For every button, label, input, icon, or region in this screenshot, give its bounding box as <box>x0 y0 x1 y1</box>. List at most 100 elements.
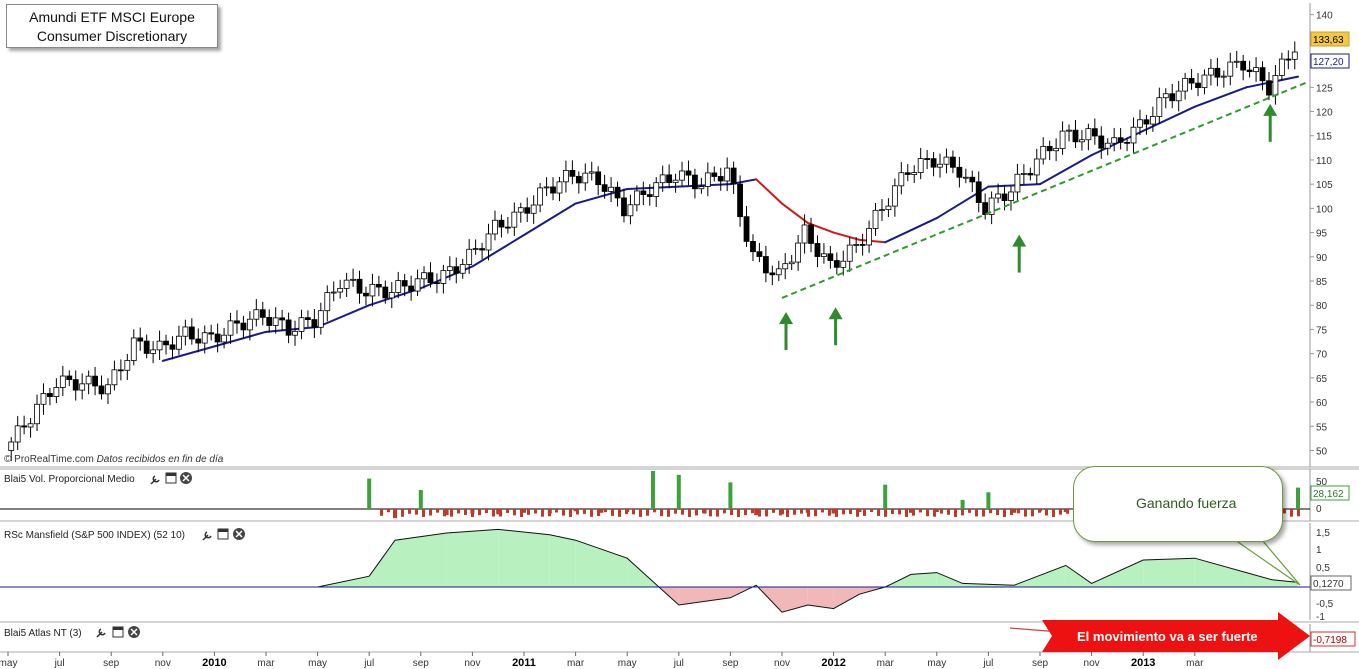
candle-body <box>117 369 124 372</box>
price-tick-label: 60 <box>1316 398 1328 409</box>
candle-body <box>1240 60 1247 71</box>
candle-body <box>930 158 937 168</box>
price-tick-label: 95 <box>1316 229 1328 240</box>
candle-body <box>950 156 956 168</box>
candle-body <box>1266 80 1272 96</box>
candle-body <box>414 278 421 292</box>
candle-body <box>227 320 234 336</box>
candle-body <box>1001 193 1008 201</box>
candle-body <box>814 243 821 257</box>
candle-body <box>408 285 415 292</box>
x-tick-label: mar <box>567 658 585 669</box>
candle-body <box>72 379 79 391</box>
candle-body <box>150 349 157 354</box>
atlas-close-icon[interactable] <box>128 626 140 638</box>
atlas-panel-label: Blai5 Atlas NT (3) <box>4 628 82 639</box>
volume-window-icon[interactable] <box>165 472 177 484</box>
candle-body <box>653 182 660 197</box>
volume-bar <box>961 509 964 516</box>
volume-bar <box>744 509 747 516</box>
candle-body <box>582 172 589 184</box>
mansfield-window-icon[interactable] <box>217 528 229 540</box>
price-tick-label: 75 <box>1316 325 1328 336</box>
mansfield-fill <box>807 587 834 609</box>
candle-body <box>975 181 982 204</box>
moving-average-segment <box>1039 154 1093 186</box>
volume-bar <box>418 490 423 509</box>
moving-average-segment <box>161 345 216 362</box>
volume-bar <box>394 509 397 517</box>
candle-body <box>98 385 105 395</box>
candle-body <box>659 174 666 184</box>
candle-body <box>1214 67 1221 78</box>
volume-bar <box>1052 509 1055 517</box>
candle-body <box>382 286 389 299</box>
volume-bar <box>562 509 565 516</box>
candle-body <box>956 166 963 178</box>
candle-body <box>524 207 531 214</box>
mansfield-wrench-icon[interactable] <box>202 531 212 541</box>
mansfield-close-icon[interactable] <box>233 528 245 540</box>
volume-bar <box>618 509 621 517</box>
support-trendline <box>781 80 1309 299</box>
volume-bar <box>506 509 509 513</box>
candle-body <box>1020 173 1027 175</box>
volume-bar <box>730 509 733 516</box>
candle-body <box>317 310 324 328</box>
volume-value-tag <box>1310 485 1350 501</box>
candle-body <box>182 326 189 337</box>
volume-bar <box>408 509 411 514</box>
volume-bar <box>457 509 460 514</box>
candle-body <box>53 387 60 397</box>
candle-body <box>40 393 47 405</box>
atlas-wrench-icon[interactable] <box>96 628 106 638</box>
candle-body <box>214 333 221 343</box>
candle-body <box>859 244 866 246</box>
price-tick-label: 115 <box>1316 132 1332 143</box>
candle-body <box>176 335 182 350</box>
volume-bar <box>857 509 862 513</box>
candle-body <box>434 282 440 284</box>
candle-body <box>292 330 298 336</box>
volume-bar <box>1012 509 1017 513</box>
red-arrow-banner <box>1042 612 1310 660</box>
x-tick-label: nov <box>774 658 790 669</box>
candle-body <box>1259 67 1266 82</box>
volume-bar <box>709 509 712 517</box>
candle-body <box>324 292 331 312</box>
mansfield-panel-header[interactable]: RSc Mansfield (S&P 500 INDEX) (52 10) <box>4 530 185 541</box>
volume-bar <box>485 509 488 514</box>
chart-title-box: Amundi ETF MSCI Europe Consumer Discreti… <box>6 4 218 48</box>
price-tick-label: 70 <box>1316 350 1328 361</box>
mansfield-fill <box>1246 572 1273 587</box>
data-credit: © ProRealTime.com Datos recibidos en fin… <box>4 454 223 465</box>
volume-bar <box>604 509 607 513</box>
candle-body <box>485 233 492 251</box>
volume-wrench-icon[interactable] <box>150 475 160 485</box>
moving-average-segment <box>806 221 835 234</box>
candle-body <box>369 283 376 297</box>
candle-body <box>801 224 808 244</box>
atlas-window-icon[interactable] <box>112 626 124 638</box>
candle-body <box>517 207 524 213</box>
volume-panel-header[interactable]: Blai5 Vol. Proporcional Medio <box>4 474 135 485</box>
candle-body <box>595 171 602 186</box>
moving-average-segment <box>1193 86 1248 108</box>
volume-bar <box>639 509 642 517</box>
volume-bar <box>919 509 922 513</box>
mansfield-line <box>317 528 1299 613</box>
volume-close-icon[interactable] <box>180 472 192 484</box>
mansfield-value-label: 0,1270 <box>1313 579 1344 590</box>
candle-body <box>401 280 408 287</box>
volume-bar <box>380 509 383 516</box>
candle-body <box>1278 58 1285 76</box>
candle-body <box>311 319 318 328</box>
volume-bar <box>909 509 913 513</box>
candle-body <box>156 340 163 351</box>
volume-bar <box>496 509 501 515</box>
chart-title-line2: Consumer Discretionary <box>36 28 188 44</box>
atlas-panel-header[interactable]: Blai5 Atlas NT (3) <box>4 628 82 639</box>
candle-body <box>1008 191 1014 201</box>
mansfield-fill <box>1065 565 1092 587</box>
candle-body <box>421 272 427 280</box>
